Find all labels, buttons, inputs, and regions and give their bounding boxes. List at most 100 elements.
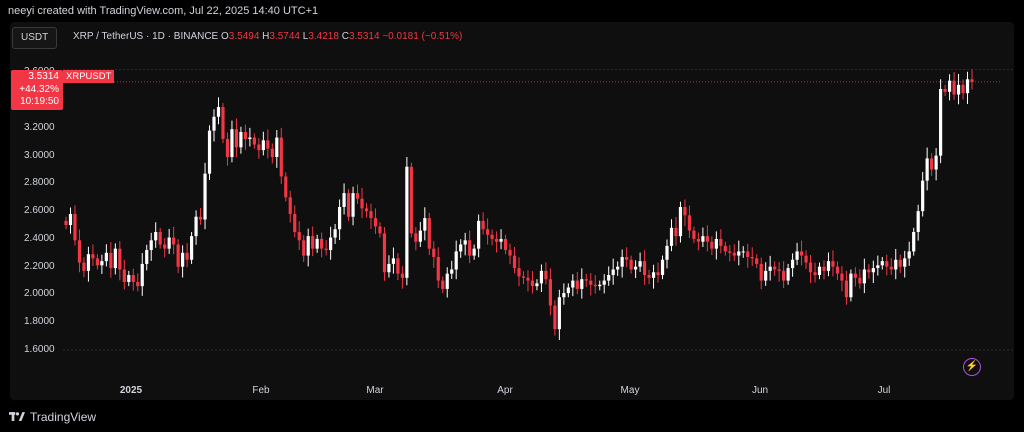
y-tick-label: 2.4000 [24,232,55,244]
candle-body [154,231,158,241]
candle-body [172,237,176,245]
candle [427,212,431,256]
candle [678,201,683,243]
candle [400,266,404,289]
candle [553,300,557,336]
candle-body [759,263,763,281]
candle-body [203,173,207,220]
candle-body [306,236,310,256]
candle [459,239,463,258]
candle-body [333,229,337,238]
y-tick-label: 1.8000 [24,316,55,328]
candle [508,243,512,265]
candle-body [257,144,261,151]
candle-body [808,262,813,273]
candle [293,205,297,238]
candle [898,254,902,274]
candle-body [867,269,871,273]
candle [221,102,225,144]
candle [548,268,552,316]
candle [396,253,400,281]
currency-button[interactable]: USDT [12,27,58,49]
open-value: 3.5494 [228,31,260,42]
candle [943,84,947,96]
candle [490,229,494,246]
candle [562,283,566,305]
candle [409,162,413,238]
candle [719,229,723,254]
candle [808,255,813,284]
candle-body [234,129,239,148]
candle-body [584,279,588,281]
candle-body [674,227,678,237]
candle-body [925,158,929,181]
candle [665,239,669,269]
candle-body [145,250,149,264]
candle-body [104,252,108,262]
candle [194,210,198,245]
candle [288,190,292,223]
chart-panel[interactable] [10,22,1014,400]
candle [239,126,243,154]
candle [122,259,126,290]
candle [306,228,310,267]
candle [701,227,705,247]
candle [198,208,203,225]
candle [243,124,248,150]
candle-body [73,213,77,241]
candle [100,254,104,274]
candle-body [481,220,485,230]
candle [472,244,476,260]
candle-body [91,254,95,259]
candle-body [898,259,902,267]
candle-body [907,251,911,259]
candle [674,216,678,246]
x-tick-label: Feb [252,385,270,396]
x-tick-label: May [620,385,640,396]
candle [324,240,328,256]
symbol-line[interactable]: XRP / TetherUS · 1D · BINANCE [73,31,219,42]
candle-body [795,251,799,260]
candle [651,264,656,289]
candle [566,283,570,298]
candle [880,256,884,270]
x-tick-label: Jul [877,385,891,396]
candle-body [122,269,126,282]
candle-body [189,236,194,260]
candle-body [391,258,396,264]
candle [930,153,934,176]
candle [871,260,875,284]
candle-body [705,236,709,242]
change-value: −0.0181 (−0.51%) [382,31,463,42]
candle [683,199,687,227]
candle-body [746,251,750,257]
candle [248,127,252,147]
candle-body [638,261,642,267]
candle-body [423,218,427,231]
candle [921,172,925,217]
candle [732,244,736,261]
candle-body [355,193,360,199]
candle-body [194,216,198,237]
lightning-icon[interactable]: ⚡ [963,358,981,376]
candle-body [719,238,723,246]
candle-body [782,270,786,281]
candle-body [625,256,629,260]
symbol-tag: XRPUSDT [63,70,115,83]
candle [337,199,342,241]
y-tick-label: 2.8000 [24,177,55,189]
candle-body [647,275,651,278]
candle-body [279,137,283,177]
candle-body [64,220,68,226]
candle-body [432,248,436,257]
candle [136,273,140,292]
candle [436,247,440,289]
candle-body [140,263,144,287]
candle-body [629,259,633,270]
candle [216,97,221,125]
candle [831,250,835,277]
candle [342,183,346,215]
candle [346,188,351,221]
candle-body [737,251,741,256]
